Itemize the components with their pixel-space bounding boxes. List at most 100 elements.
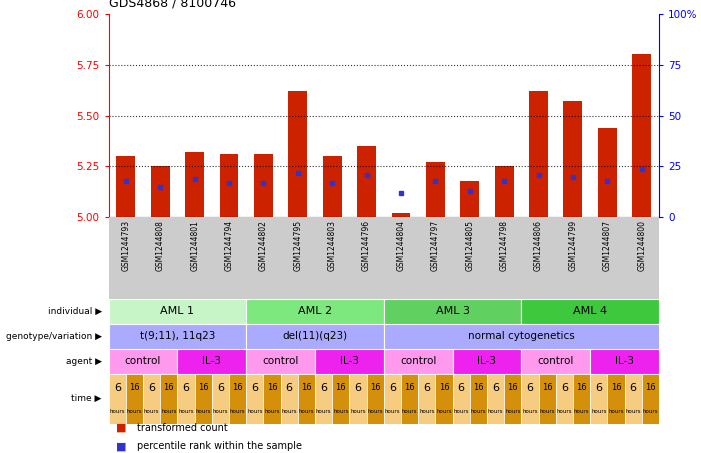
Text: individual ▶: individual ▶ (48, 307, 102, 316)
Text: GDS4868 / 8100746: GDS4868 / 8100746 (109, 0, 236, 9)
Bar (315, 349, 384, 374)
Text: 16: 16 (232, 383, 243, 392)
Text: GSM1244802: GSM1244802 (259, 220, 268, 271)
Text: hours: hours (470, 409, 486, 414)
Text: hours: hours (557, 409, 572, 414)
Text: 6: 6 (561, 383, 568, 393)
Text: t(9;11), 11q23: t(9;11), 11q23 (139, 331, 215, 342)
Text: GSM1244796: GSM1244796 (362, 220, 371, 271)
Bar (487, 374, 504, 424)
Text: hours: hours (109, 409, 125, 414)
Text: hours: hours (402, 409, 417, 414)
Text: GSM1244803: GSM1244803 (327, 220, 336, 271)
Text: 16: 16 (542, 383, 552, 392)
Text: 6: 6 (114, 383, 121, 393)
Bar (590, 349, 659, 374)
Text: transformed count: transformed count (137, 423, 227, 433)
Text: GSM1244807: GSM1244807 (603, 220, 612, 271)
Bar (470, 374, 487, 424)
Text: 16: 16 (129, 383, 139, 392)
Bar (116, 156, 135, 217)
Text: hours: hours (385, 409, 400, 414)
Text: hours: hours (247, 409, 263, 414)
Text: 6: 6 (492, 383, 499, 393)
Text: time ▶: time ▶ (72, 394, 102, 403)
Bar (632, 54, 651, 217)
Bar (461, 181, 479, 217)
Text: control: control (400, 356, 437, 366)
Bar (298, 374, 315, 424)
Bar (401, 374, 418, 424)
Text: hours: hours (539, 409, 555, 414)
Text: GSM1244800: GSM1244800 (637, 220, 646, 271)
Text: 16: 16 (301, 383, 312, 392)
Bar (109, 349, 177, 374)
Bar (246, 374, 264, 424)
Bar (495, 167, 514, 217)
Bar (246, 324, 384, 349)
Text: 6: 6 (355, 383, 362, 393)
Text: 16: 16 (473, 383, 484, 392)
Text: control: control (262, 356, 299, 366)
Text: ■: ■ (116, 441, 126, 451)
Bar (185, 152, 204, 217)
Text: hours: hours (316, 409, 332, 414)
Text: 16: 16 (645, 383, 655, 392)
Text: GSM1244801: GSM1244801 (190, 220, 199, 271)
Bar (564, 101, 583, 217)
Bar (246, 299, 384, 324)
Bar (280, 374, 298, 424)
Bar (126, 374, 143, 424)
Text: hours: hours (282, 409, 297, 414)
Bar (349, 374, 367, 424)
Text: 16: 16 (508, 383, 518, 392)
Bar (384, 374, 401, 424)
Bar (392, 213, 411, 217)
Text: agent ▶: agent ▶ (66, 357, 102, 366)
Bar (109, 374, 126, 424)
Bar (322, 156, 341, 217)
Text: ■: ■ (116, 423, 126, 433)
Text: GSM1244804: GSM1244804 (397, 220, 405, 271)
Text: percentile rank within the sample: percentile rank within the sample (137, 441, 301, 451)
Text: 6: 6 (286, 383, 293, 393)
Text: GSM1244797: GSM1244797 (431, 220, 440, 271)
Text: 16: 16 (404, 383, 415, 392)
Bar (332, 374, 349, 424)
Text: hours: hours (299, 409, 314, 414)
Text: 6: 6 (629, 383, 637, 393)
Bar (367, 374, 384, 424)
Bar (573, 374, 590, 424)
Text: 16: 16 (266, 383, 278, 392)
Text: 6: 6 (595, 383, 602, 393)
Text: hours: hours (196, 409, 211, 414)
Bar (195, 374, 212, 424)
Text: IL-3: IL-3 (615, 356, 634, 366)
Text: GSM1244806: GSM1244806 (534, 220, 543, 271)
Text: 6: 6 (182, 383, 189, 393)
Text: 6: 6 (320, 383, 327, 393)
Bar (264, 374, 280, 424)
Text: AML 1: AML 1 (161, 306, 194, 317)
Bar (529, 91, 548, 217)
Bar (357, 146, 376, 217)
Bar (384, 349, 453, 374)
Text: 6: 6 (148, 383, 155, 393)
Bar (229, 374, 246, 424)
Text: IL-3: IL-3 (340, 356, 359, 366)
Text: hours: hours (264, 409, 280, 414)
Text: 6: 6 (458, 383, 465, 393)
Text: hours: hours (505, 409, 521, 414)
Text: hours: hours (625, 409, 641, 414)
Text: 16: 16 (370, 383, 381, 392)
Text: 6: 6 (423, 383, 430, 393)
Text: GSM1244794: GSM1244794 (224, 220, 233, 271)
Text: 16: 16 (576, 383, 587, 392)
Text: GSM1244799: GSM1244799 (569, 220, 578, 271)
Bar (177, 349, 246, 374)
Bar (109, 299, 246, 324)
Text: GSM1244805: GSM1244805 (465, 220, 475, 271)
Bar (598, 128, 617, 217)
Text: 16: 16 (611, 383, 621, 392)
Text: 16: 16 (439, 383, 449, 392)
